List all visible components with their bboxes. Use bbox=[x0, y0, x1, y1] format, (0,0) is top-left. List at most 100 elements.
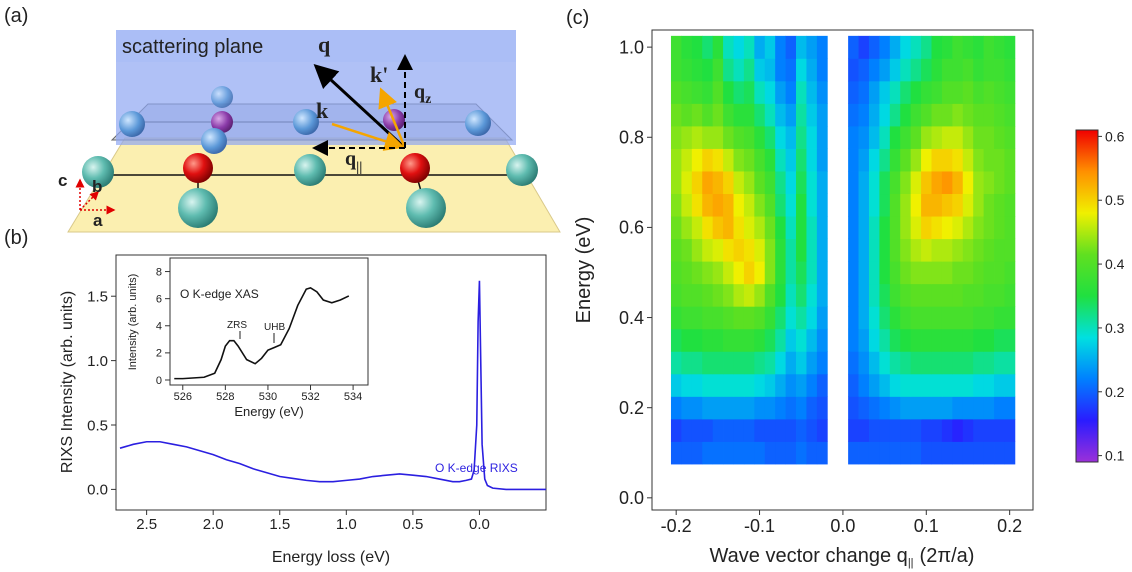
heatmap-cell bbox=[868, 193, 880, 217]
heatmap-cell bbox=[868, 441, 880, 465]
heatmap-cell bbox=[910, 103, 922, 127]
heatmap-cell bbox=[754, 35, 766, 59]
heatmap-cell bbox=[900, 261, 912, 285]
heatmap-cell bbox=[941, 306, 953, 330]
heatmap-cell bbox=[775, 80, 787, 104]
heatmap-cell bbox=[848, 328, 859, 352]
heatmap-cell bbox=[816, 35, 828, 59]
heatmap-cell bbox=[806, 283, 818, 307]
heatmap-cell bbox=[796, 351, 807, 375]
heatmap-cell bbox=[848, 283, 859, 307]
x-tick-label: 1.5 bbox=[269, 516, 290, 533]
heatmap-cell bbox=[785, 328, 797, 352]
heatmap-cell bbox=[910, 148, 922, 172]
heatmap-cell bbox=[910, 80, 922, 104]
heatmap-cell bbox=[879, 58, 891, 82]
heatmap-cell bbox=[754, 351, 766, 375]
heatmap-cell bbox=[785, 351, 797, 375]
heatmap-cell bbox=[816, 80, 828, 104]
heatmap-cell bbox=[754, 216, 766, 240]
heatmap-cell bbox=[921, 418, 932, 442]
heatmap-cell bbox=[952, 80, 964, 104]
heatmap-cell bbox=[931, 171, 943, 195]
heatmap-cell bbox=[670, 328, 682, 352]
x-tick-label: 2.5 bbox=[136, 516, 157, 533]
heatmap-cell bbox=[1004, 441, 1016, 465]
heatmap-cell bbox=[983, 238, 995, 262]
y-tick-label: 0 bbox=[156, 375, 162, 387]
heatmap-cell bbox=[754, 148, 766, 172]
heatmap-cell bbox=[983, 126, 995, 149]
heatmap-cell bbox=[670, 351, 682, 375]
heatmap-cell bbox=[848, 396, 859, 420]
heatmap-cell bbox=[1004, 126, 1016, 149]
heatmap-cell bbox=[712, 396, 724, 420]
y-tick-label: 0.6 bbox=[619, 218, 644, 238]
heatmap-cell bbox=[983, 351, 995, 375]
heatmap-cell bbox=[900, 126, 912, 149]
heatmap-cell bbox=[973, 306, 985, 330]
heatmap-cell bbox=[962, 126, 974, 149]
heatmap-cell bbox=[733, 216, 745, 240]
y-tick-label: 6 bbox=[156, 294, 162, 306]
heatmap-cell bbox=[994, 373, 1005, 397]
heatmap-cell bbox=[796, 193, 807, 217]
heatmap-cell bbox=[973, 238, 985, 262]
y-tick-label: 2 bbox=[156, 348, 162, 360]
heatmap-cell bbox=[868, 171, 880, 195]
data-line bbox=[174, 286, 350, 380]
qz-base: q bbox=[414, 81, 425, 103]
heatmap-cell bbox=[900, 283, 912, 307]
heatmap-cell bbox=[775, 306, 787, 330]
heatmap-cell bbox=[858, 306, 870, 330]
heatmap-cell bbox=[670, 103, 682, 127]
heatmap-cell bbox=[785, 35, 797, 59]
heatmap-cell bbox=[858, 103, 870, 127]
colorbar-tick-label: 0.4 bbox=[1105, 256, 1125, 272]
atom bbox=[465, 110, 491, 136]
heatmap-cell bbox=[681, 418, 693, 442]
heatmap-cell bbox=[723, 80, 734, 104]
heatmap-cell bbox=[733, 35, 745, 59]
heatmap-cell bbox=[723, 306, 734, 330]
heatmap-cell bbox=[816, 171, 828, 195]
heatmap-cell bbox=[900, 193, 912, 217]
heatmap-cell bbox=[764, 351, 776, 375]
heatmap-cell bbox=[962, 396, 974, 420]
heatmap-cell bbox=[681, 373, 693, 397]
heatmap-cell bbox=[983, 396, 995, 420]
heatmap-cell bbox=[691, 396, 703, 420]
heatmap-cell bbox=[868, 238, 880, 262]
heatmap-cell bbox=[806, 193, 818, 217]
heatmap-cell bbox=[848, 441, 859, 465]
heatmap-cell bbox=[858, 148, 870, 172]
heatmap-cell bbox=[670, 396, 682, 420]
heatmap-cell bbox=[712, 35, 724, 59]
heatmap-cell bbox=[733, 261, 745, 285]
heatmap-cell bbox=[743, 80, 755, 104]
heatmap-cell bbox=[691, 418, 703, 442]
heatmap-cell bbox=[921, 126, 932, 149]
heatmap-cell bbox=[702, 148, 714, 172]
heatmap-cell bbox=[868, 261, 880, 285]
heatmap-cell bbox=[785, 238, 797, 262]
heatmap-cell bbox=[681, 396, 693, 420]
heatmap-cell bbox=[670, 80, 682, 104]
heatmap-cell bbox=[764, 396, 776, 420]
heatmap-cell bbox=[900, 148, 912, 172]
heatmap-cell bbox=[681, 441, 693, 465]
heatmap-cell bbox=[785, 373, 797, 397]
x-axis-label-unit: (2π/a) bbox=[920, 545, 975, 567]
heatmap-cell bbox=[681, 283, 693, 307]
heatmap-cell bbox=[702, 80, 714, 104]
heatmap-cell bbox=[848, 418, 859, 442]
heatmap-cell bbox=[910, 351, 922, 375]
heatmap-cell bbox=[691, 261, 703, 285]
heatmap-cell bbox=[702, 418, 714, 442]
heatmap-cell bbox=[973, 80, 985, 104]
heatmap-cell bbox=[931, 261, 943, 285]
heatmap-cell bbox=[952, 373, 964, 397]
heatmap-cell bbox=[754, 418, 766, 442]
heatmap-cell bbox=[733, 126, 745, 149]
heatmap-cell bbox=[994, 261, 1005, 285]
